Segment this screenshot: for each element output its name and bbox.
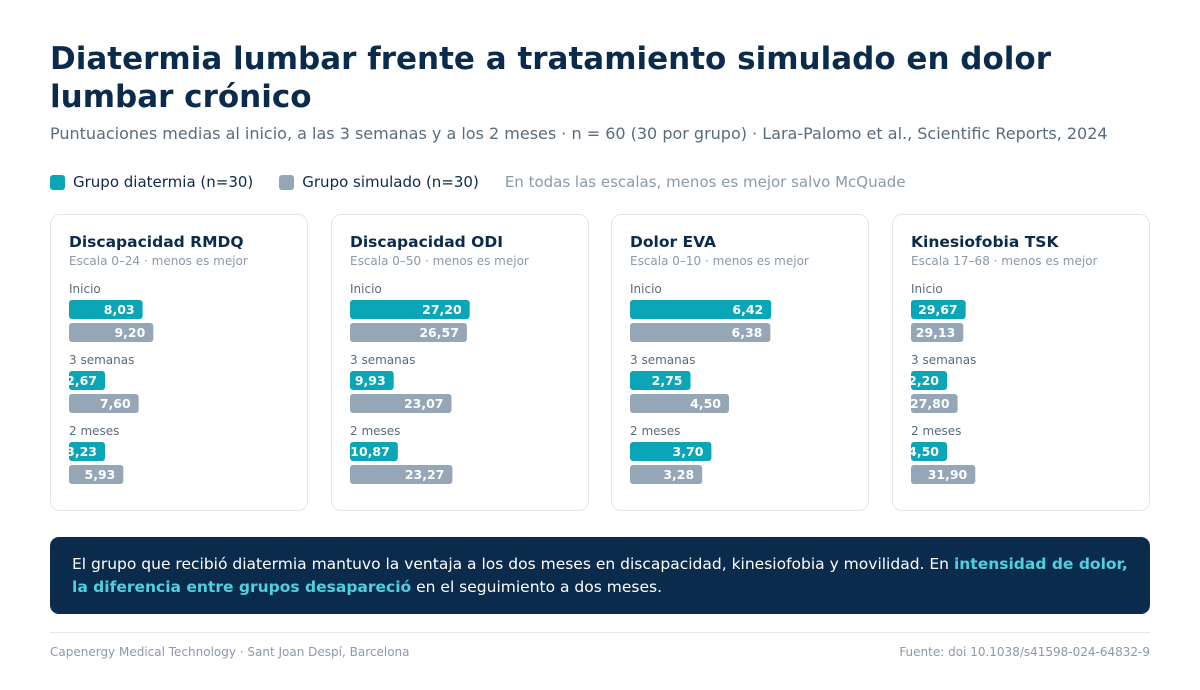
bar-value-label: 9,93 bbox=[355, 373, 386, 388]
bar-simulado bbox=[69, 465, 124, 484]
bar-value-label: 22,20 bbox=[899, 373, 939, 388]
bar-value-label: 29,13 bbox=[916, 325, 956, 340]
chart-title: Dolor EVA bbox=[630, 233, 717, 251]
category-label: Inicio bbox=[630, 282, 662, 296]
legend-item-simulado: Grupo simulado (n=30) bbox=[279, 173, 479, 191]
bar-value-label: 31,90 bbox=[928, 467, 968, 482]
chart-scale: Escala 0–10 · menos es mejor bbox=[630, 254, 809, 268]
bar-diatermia bbox=[69, 442, 105, 461]
category-label: 3 semanas bbox=[630, 353, 695, 367]
bar-diatermia bbox=[630, 300, 772, 319]
bar-value-label: 2,67 bbox=[66, 373, 97, 388]
bar-diatermia bbox=[630, 442, 712, 461]
legend-label-simulado: Grupo simulado (n=30) bbox=[302, 173, 479, 191]
bar-value-label: 23,27 bbox=[405, 467, 445, 482]
chart-svg-eva: Inicio 6,42 6,38 3 semanas 2,75 4,50 2 meses 3,… bbox=[630, 282, 772, 484]
chart-scale: Escala 17–68 · menos es mejor bbox=[911, 254, 1098, 268]
chart-card-rmdq: Discapacidad RMDQ Escala 0–24 · menos es… bbox=[50, 214, 308, 511]
bar-value-label: 3,28 bbox=[663, 467, 694, 482]
footer-source: Fuente: doi 10.1038/s41598-024-64832-9 bbox=[899, 645, 1150, 659]
bar-diatermia bbox=[630, 371, 691, 390]
bar-diatermia bbox=[911, 442, 947, 461]
category-label: Inicio bbox=[69, 282, 101, 296]
bar-diatermia bbox=[350, 371, 394, 390]
bar-value-label: 4,50 bbox=[690, 396, 721, 411]
bar-value-label: 2,75 bbox=[652, 373, 683, 388]
bar-value-label: 6,42 bbox=[732, 302, 763, 317]
callout-text-after: en el seguimiento a dos meses. bbox=[411, 578, 663, 596]
category-label: 2 meses bbox=[350, 424, 400, 438]
legend: Grupo diatermia (n=30) Grupo simulado (n… bbox=[50, 172, 906, 192]
bar-value-label: 26,57 bbox=[419, 325, 459, 340]
category-label: 3 semanas bbox=[911, 353, 976, 367]
bar-value-label: 27,20 bbox=[422, 302, 462, 317]
chart-scale: Escala 0–50 · menos es mejor bbox=[350, 254, 529, 268]
bar-value-label: 8,03 bbox=[104, 302, 135, 317]
chart-card-odi: Discapacidad ODI Escala 0–50 · menos es … bbox=[331, 214, 589, 511]
bar-diatermia bbox=[911, 371, 947, 390]
bar-value-label: 29,67 bbox=[918, 302, 958, 317]
chart-title: Discapacidad ODI bbox=[350, 233, 503, 251]
bar-diatermia bbox=[350, 300, 470, 319]
category-label: 3 semanas bbox=[350, 353, 415, 367]
key-finding-callout: El grupo que recibió diatermia mantuvo l… bbox=[50, 537, 1150, 614]
legend-item-diatermia: Grupo diatermia (n=30) bbox=[50, 173, 253, 191]
bar-value-label: 23,07 bbox=[404, 396, 444, 411]
category-label: 2 meses bbox=[630, 424, 680, 438]
category-label: Inicio bbox=[911, 282, 943, 296]
bar-simulado bbox=[911, 394, 958, 413]
bar-diatermia bbox=[69, 300, 143, 319]
legend-swatch-diatermia bbox=[50, 174, 65, 190]
chart-title: Kinesiofobia TSK bbox=[911, 233, 1059, 251]
chart-svg-tsk: Inicio 29,67 29,13 3 semanas 22,20 27,80 2 mes… bbox=[899, 282, 976, 484]
bar-value-label: 6,38 bbox=[732, 325, 763, 340]
bar-value-label: 7,60 bbox=[100, 396, 131, 411]
bar-value-label: 10,87 bbox=[350, 444, 390, 459]
footer-divider bbox=[50, 632, 1150, 633]
bar-simulado bbox=[911, 323, 964, 342]
callout-text-before: El grupo que recibió diatermia mantuvo l… bbox=[72, 555, 954, 573]
bar-value-label: 24,50 bbox=[899, 444, 939, 459]
bar-simulado bbox=[69, 323, 154, 342]
chart-panels: Discapacidad RMDQ Escala 0–24 · menos es… bbox=[50, 214, 1150, 511]
callout-highlight: intensidad de dolor, la diferencia entre… bbox=[72, 555, 1128, 596]
bar-simulado bbox=[69, 394, 139, 413]
chart-card-eva: Dolor EVA Escala 0–10 · menos es mejor I… bbox=[611, 214, 869, 511]
bar-simulado bbox=[911, 465, 976, 484]
footer-organization: Capenergy Medical Technology · Sant Joan… bbox=[50, 645, 410, 659]
page-title: Diatermia lumbar frente a tratamiento si… bbox=[50, 41, 1052, 115]
bar-simulado bbox=[630, 465, 703, 484]
bar-simulado bbox=[350, 465, 453, 484]
bar-diatermia bbox=[69, 371, 105, 390]
bar-value-label: 27,80 bbox=[910, 396, 950, 411]
page-subtitle: Puntuaciones medias al inicio, a las 3 s… bbox=[50, 124, 1108, 143]
category-label: 2 meses bbox=[69, 424, 119, 438]
legend-label-diatermia: Grupo diatermia (n=30) bbox=[73, 173, 254, 191]
category-label: Inicio bbox=[350, 282, 382, 296]
bar-value-label: 3,70 bbox=[673, 444, 704, 459]
chart-svg-odi: Inicio 27,20 26,57 3 semanas 9,93 23,07 2 mese… bbox=[350, 282, 470, 484]
bar-simulado bbox=[630, 323, 771, 342]
bar-diatermia bbox=[911, 300, 966, 319]
category-label: 2 meses bbox=[911, 424, 961, 438]
bar-simulado bbox=[350, 394, 452, 413]
bar-diatermia bbox=[350, 442, 398, 461]
legend-note: En todas las escalas, menos es mejor sal… bbox=[504, 173, 906, 191]
legend-swatch-simulado bbox=[279, 174, 295, 190]
chart-title: Discapacidad RMDQ bbox=[69, 233, 244, 251]
bar-value-label: 5,93 bbox=[85, 467, 116, 482]
chart-card-tsk: Kinesiofobia TSK Escala 17–68 · menos es… bbox=[892, 214, 1150, 511]
chart-scale: Escala 0–24 · menos es mejor bbox=[69, 254, 248, 268]
bar-simulado bbox=[350, 323, 467, 342]
bar-value-label: 9,20 bbox=[114, 325, 145, 340]
bar-value-label: 3,23 bbox=[66, 444, 97, 459]
bar-simulado bbox=[630, 394, 729, 413]
category-label: 3 semanas bbox=[69, 353, 134, 367]
